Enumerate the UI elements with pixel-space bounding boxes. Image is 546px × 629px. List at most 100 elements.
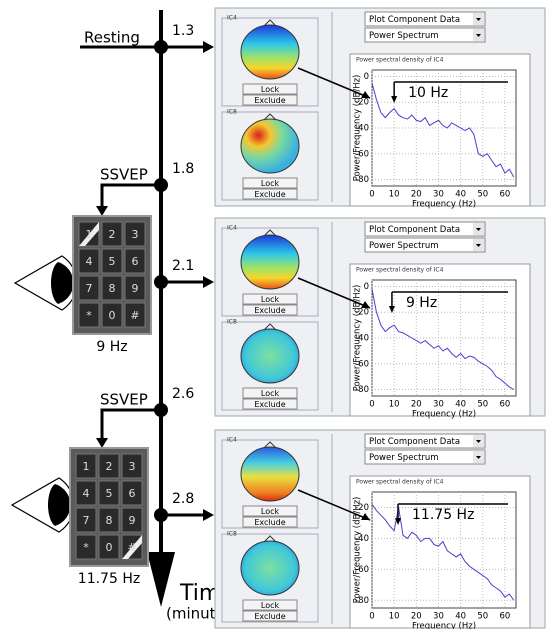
key-label: 2 xyxy=(106,460,113,473)
peak-label: 10 Hz xyxy=(408,85,448,101)
key-label: 0 xyxy=(109,309,116,322)
key-label: 9 xyxy=(132,282,139,295)
x-tick-label: 60 xyxy=(500,190,511,200)
x-tick-label: 30 xyxy=(433,400,444,410)
x-tick-label: 0 xyxy=(369,400,374,410)
key-label: 5 xyxy=(109,255,116,268)
event-label: Resting xyxy=(84,29,140,47)
component-name: IC4 xyxy=(227,225,237,232)
time-arrow xyxy=(147,552,175,607)
peak-label: 11.75 Hz xyxy=(412,507,474,523)
component-name: IC8 xyxy=(227,531,237,538)
key-label: 8 xyxy=(109,282,116,295)
event-time: 2.8 xyxy=(172,491,194,507)
button-label: Exclude xyxy=(254,96,285,105)
plot-title: Power spectral density of IC4 xyxy=(356,479,444,486)
event-time: 1.8 xyxy=(172,161,194,177)
x-tick-label: 50 xyxy=(477,612,488,622)
x-tick-label: 30 xyxy=(433,190,444,200)
event-line xyxy=(102,185,161,208)
key-label: 1 xyxy=(83,460,90,473)
component-name: IC8 xyxy=(227,109,237,116)
x-axis-label: Frequency (Hz) xyxy=(412,622,476,629)
stimulus-label: 9 Hz xyxy=(96,339,127,355)
x-tick-label: 10 xyxy=(389,612,400,622)
y-tick-label: 0 xyxy=(364,72,369,82)
peak-label: 9 Hz xyxy=(406,295,437,311)
key-label: 5 xyxy=(106,487,113,500)
event-dot xyxy=(154,40,168,54)
key-label: 7 xyxy=(86,282,93,295)
event-label: SSVEP xyxy=(100,166,148,184)
button-label: Exclude xyxy=(254,612,285,621)
x-tick-label: 30 xyxy=(433,612,444,622)
x-tick-label: 0 xyxy=(369,612,374,622)
page: Time (minutes) 1.3Resting1.8SSVEP2.12.6S… xyxy=(0,0,546,629)
head-map xyxy=(241,25,299,79)
event-label: SSVEP xyxy=(100,391,148,409)
key-label: 1 xyxy=(86,228,93,241)
plot-title: Power spectral density of IC4 xyxy=(356,267,444,274)
event-dot xyxy=(154,275,168,289)
button-label: Exclude xyxy=(254,400,285,409)
x-tick-label: 20 xyxy=(411,190,422,200)
x-axis-label: Frequency (Hz) xyxy=(412,410,476,420)
x-tick-label: 20 xyxy=(411,612,422,622)
x-tick-label: 10 xyxy=(389,190,400,200)
x-tick-label: 20 xyxy=(411,400,422,410)
key-label: 7 xyxy=(83,514,90,527)
eye xyxy=(12,478,74,532)
key-label: # xyxy=(130,309,139,322)
event-time: 1.3 xyxy=(172,23,194,39)
key-label: 0 xyxy=(106,541,113,554)
component-name: IC4 xyxy=(227,15,237,22)
button-label: Lock xyxy=(261,601,280,610)
dropdown-label: Plot Component Data xyxy=(369,15,460,25)
key-label: 9 xyxy=(129,514,136,527)
key-label: 3 xyxy=(132,228,139,241)
x-tick-label: 10 xyxy=(389,400,400,410)
dropdown-label: Power Spectrum xyxy=(369,31,439,41)
x-axis-label: Frequency (Hz) xyxy=(412,200,476,210)
head-map xyxy=(241,235,299,289)
dropdown-label: Power Spectrum xyxy=(369,241,439,251)
button-label: Exclude xyxy=(254,190,285,199)
x-tick-label: 0 xyxy=(369,190,374,200)
head-map xyxy=(241,329,299,383)
event-dot xyxy=(154,178,168,192)
key-label: 4 xyxy=(86,255,93,268)
arrow-head xyxy=(96,438,108,448)
button-label: Lock xyxy=(261,389,280,398)
event-dot xyxy=(154,508,168,522)
component-name: IC8 xyxy=(227,319,237,326)
button-label: Exclude xyxy=(254,306,285,315)
key-label: 6 xyxy=(132,255,139,268)
key-label: 4 xyxy=(83,487,90,500)
dropdown-label: Plot Component Data xyxy=(369,225,460,235)
x-tick-label: 40 xyxy=(455,400,466,410)
y-tick-label: 0 xyxy=(364,282,369,292)
key-label: * xyxy=(86,309,92,322)
button-label: Lock xyxy=(261,85,280,94)
head-map xyxy=(241,541,299,595)
key-label: 2 xyxy=(109,228,116,241)
component-name: IC4 xyxy=(227,437,237,444)
event-dot xyxy=(154,403,168,417)
stimulus-label: 11.75 Hz xyxy=(78,571,140,587)
head-map xyxy=(241,119,299,173)
dropdown-label: Plot Component Data xyxy=(369,437,460,447)
screenshot-panel: IC4LockExcludeIC8LockExcludePlot Compone… xyxy=(215,8,545,210)
x-tick-label: 40 xyxy=(455,612,466,622)
arrow-head xyxy=(203,276,214,288)
event-line xyxy=(102,410,161,440)
event-time: 2.1 xyxy=(172,258,194,274)
arrow-head xyxy=(96,206,108,216)
keypad: 1 2 3 4 5 6 7 8 9 * 0 # xyxy=(73,216,151,334)
event-time: 2.6 xyxy=(172,386,194,402)
arrow-head xyxy=(203,509,214,521)
key-label: # xyxy=(127,541,136,554)
button-label: Lock xyxy=(261,507,280,516)
arrow-head xyxy=(203,41,214,53)
